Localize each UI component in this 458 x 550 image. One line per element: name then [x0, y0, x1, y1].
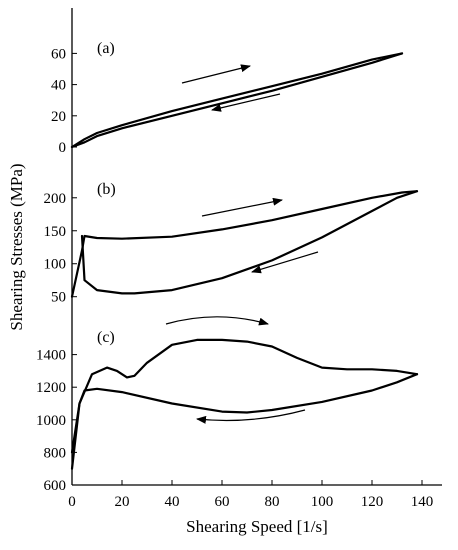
panel-label: (a)	[97, 40, 115, 57]
x-axis-title: Shearing Speed [1/s]	[186, 517, 328, 536]
panel-2: 50 100 150 200 (b)	[44, 181, 419, 306]
x-tick-label: 120	[361, 494, 384, 510]
arrow-left-icon	[251, 251, 319, 274]
y-axis-title: Shearing Stresses (MPa)	[7, 163, 26, 330]
panel-3: 600 800 1000 1200 1400 (c)	[36, 316, 419, 494]
series-decreasing-line	[70, 373, 419, 454]
x-tick-label: 40	[165, 494, 180, 510]
arrow-right-icon	[181, 64, 251, 84]
y-tick-label: 800	[44, 445, 67, 461]
panel-label: (c)	[97, 329, 115, 346]
y-tick-label: 150	[44, 224, 67, 240]
arrow-right-icon	[201, 197, 283, 217]
x-tick-label: 140	[411, 494, 434, 510]
x-tick-label: 0	[68, 494, 76, 510]
y-tick-label: 0	[59, 140, 67, 156]
series-increasing-line	[70, 190, 419, 298]
y-tick-label: 1000	[36, 413, 66, 429]
series-increasing-line	[70, 338, 419, 470]
y-tick-label: 60	[51, 46, 66, 62]
panel-1: 0 20 40 60 (a)	[51, 40, 404, 156]
arrow-left-icon	[211, 93, 281, 112]
y-tick-label: 40	[51, 78, 66, 94]
y-tick-label: 100	[44, 257, 67, 273]
x-axis-ticks: 0 20 40 60 80 100 120 140	[68, 480, 433, 510]
y-tick-label: 1400	[36, 348, 66, 364]
x-tick-label: 80	[265, 494, 280, 510]
panel-label: (b)	[97, 181, 116, 198]
arrow-left-icon	[196, 409, 306, 424]
y-tick-label: 1200	[36, 380, 66, 396]
y-tick-label: 20	[51, 109, 66, 125]
series-increasing-line	[70, 52, 404, 149]
y-tick-label: 50	[51, 290, 66, 306]
series-decreasing-line	[80, 190, 419, 295]
arrow-right-icon	[165, 316, 269, 326]
x-tick-label: 100	[311, 494, 334, 510]
y-tick-label: 600	[44, 478, 67, 494]
series-decreasing-line	[70, 52, 404, 149]
x-tick-label: 60	[215, 494, 230, 510]
x-tick-label: 20	[115, 494, 130, 510]
y-tick-label: 200	[44, 191, 67, 207]
chart-panels: 0 20 40 60 (a) 50 100 150 200 (b) 600 800 1000 1200 14…	[36, 40, 419, 494]
